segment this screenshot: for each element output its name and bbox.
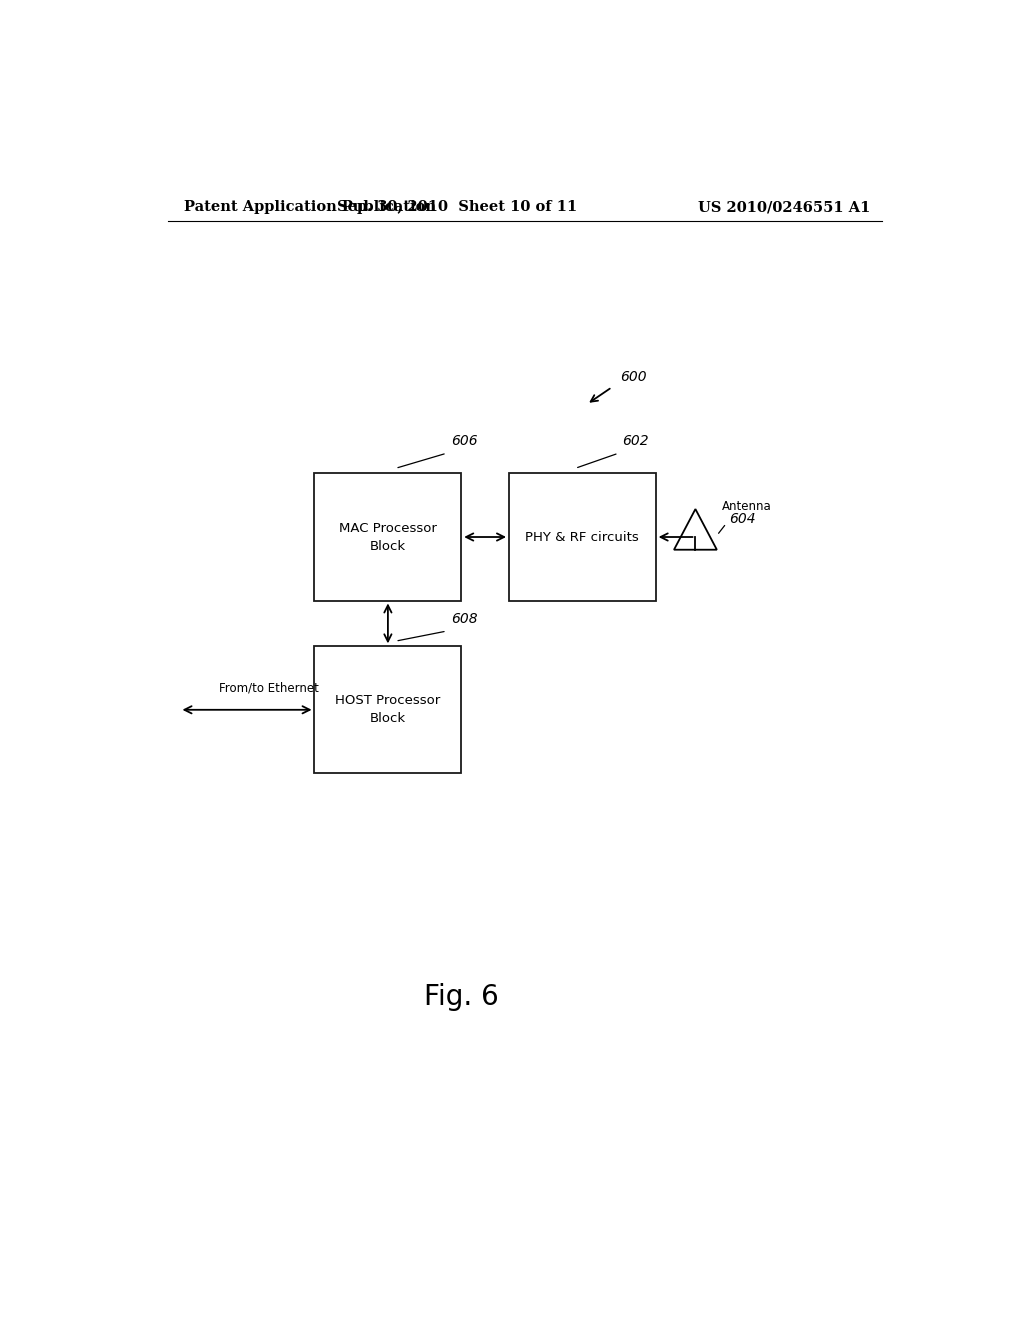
Text: 600: 600	[620, 370, 647, 384]
Bar	[314, 474, 461, 601]
Bar	[314, 647, 461, 774]
Bar	[509, 474, 655, 601]
Text: Sep. 30, 2010  Sheet 10 of 11: Sep. 30, 2010 Sheet 10 of 11	[337, 201, 578, 214]
Text: Antenna: Antenna	[722, 499, 771, 512]
Text: 608: 608	[451, 612, 477, 626]
Text: 602: 602	[623, 434, 649, 447]
Text: US 2010/0246551 A1: US 2010/0246551 A1	[697, 201, 870, 214]
Text: Patent Application Publication: Patent Application Publication	[183, 201, 435, 214]
Text: HOST Processor
Block: HOST Processor Block	[335, 694, 440, 725]
Text: 606: 606	[451, 434, 477, 447]
Text: From/to Ethernet: From/to Ethernet	[219, 681, 319, 694]
Text: MAC Processor
Block: MAC Processor Block	[339, 521, 437, 553]
Text: PHY & RF circuits: PHY & RF circuits	[525, 531, 639, 544]
Text: Fig. 6: Fig. 6	[424, 983, 499, 1011]
Text: 604: 604	[729, 512, 756, 527]
